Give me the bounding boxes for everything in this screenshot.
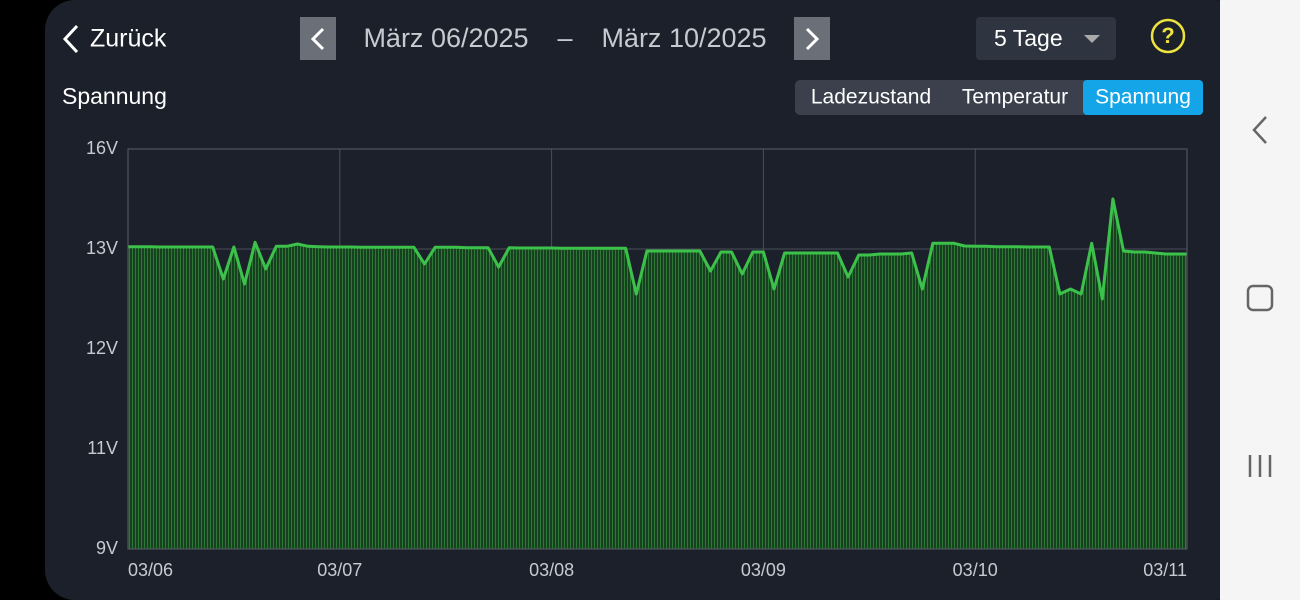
nav-bar — [1220, 0, 1300, 600]
area — [128, 199, 1187, 549]
date-to: März 10/2025 — [601, 23, 766, 53]
dropdown-caret — [1084, 35, 1100, 43]
x-tick-label: 03/09 — [741, 560, 786, 580]
y-tick-label: 9V — [96, 538, 118, 558]
range-label: 5 Tage — [994, 25, 1063, 51]
date-from: März 06/2025 — [363, 23, 528, 53]
chart-title: Spannung — [62, 83, 167, 109]
back-icon[interactable] — [62, 24, 79, 54]
tab-active-bg — [1083, 80, 1203, 115]
x-tick-label: 03/06 — [128, 560, 173, 580]
tab[interactable]: Spannung — [1095, 86, 1191, 109]
next-icon — [805, 27, 820, 51]
y-tick-label: 12V — [86, 338, 118, 358]
x-tick-label: 03/11 — [1143, 560, 1187, 580]
help-icon: ? — [1161, 23, 1174, 48]
nav-recents[interactable] — [1248, 455, 1272, 477]
nav-back[interactable] — [1252, 116, 1267, 144]
line — [128, 197, 1187, 301]
y-tick-label: 16V — [86, 138, 118, 158]
plot-frame — [127, 148, 1188, 550]
date-separator: – — [557, 23, 572, 53]
tab[interactable]: Temperatur — [962, 86, 1068, 109]
range-dropdown[interactable] — [976, 17, 1116, 60]
x-tick-label: 03/07 — [317, 560, 362, 580]
next-button[interactable] — [794, 17, 830, 60]
prev-button[interactable] — [300, 17, 336, 60]
help-button[interactable] — [1150, 18, 1186, 54]
x-tick-label: 03/10 — [953, 560, 998, 580]
prev-icon — [310, 27, 325, 51]
back-button[interactable]: Zurück — [90, 25, 167, 53]
tab[interactable]: Ladezustand — [811, 86, 931, 109]
nav-home[interactable] — [1246, 284, 1274, 312]
x-tick-label: 03/08 — [529, 560, 574, 580]
y-tick-label: 11V — [87, 438, 118, 458]
y-tick-label: 13V — [86, 238, 118, 258]
